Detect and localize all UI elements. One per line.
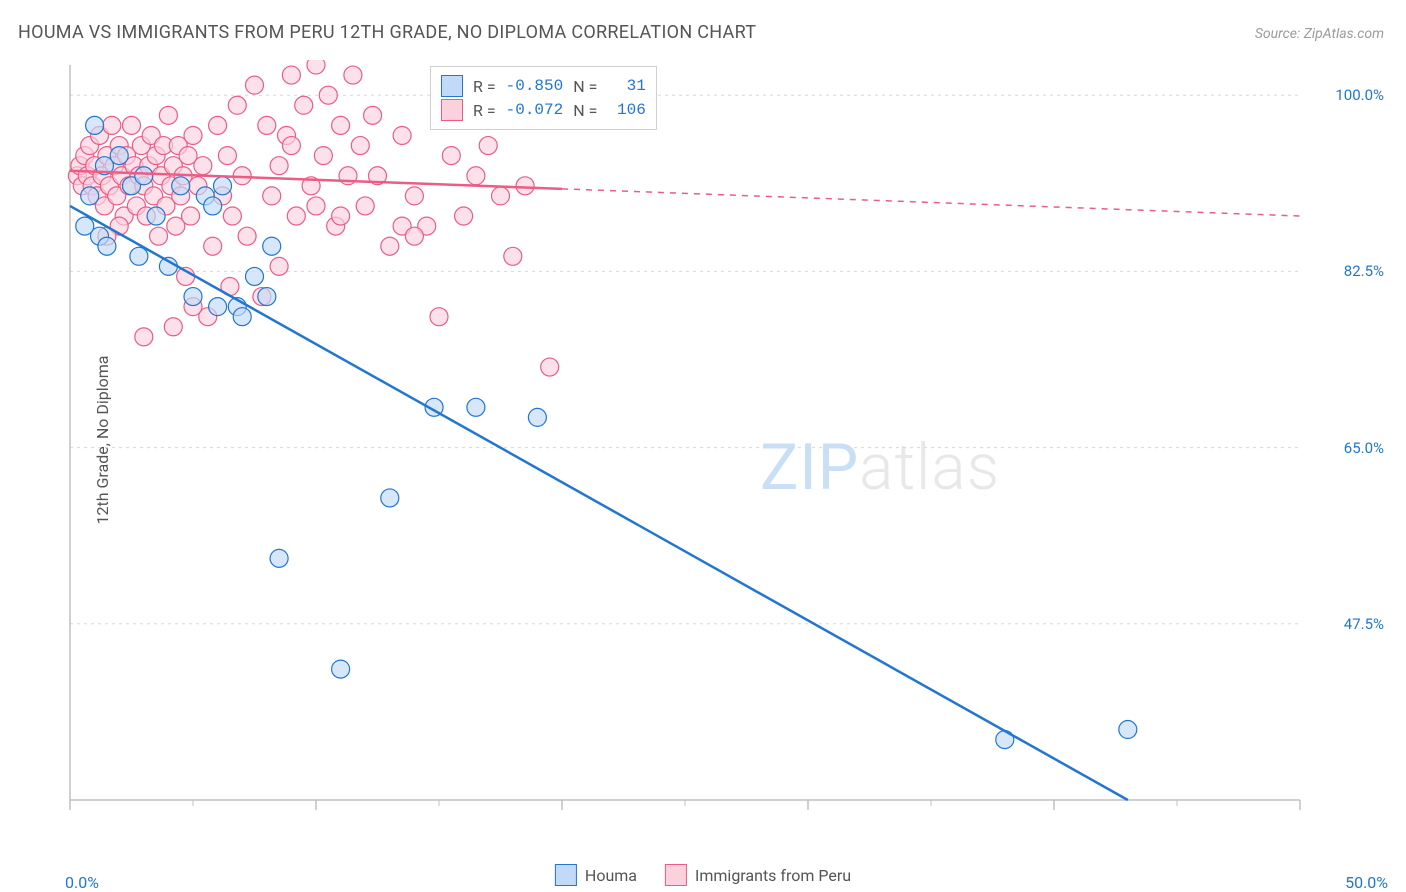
series-legend: Houma Immigrants from Peru <box>555 864 851 886</box>
x-axis-min-label: 0.0% <box>65 873 99 892</box>
legend-item-peru: Immigrants from Peru <box>665 864 851 886</box>
stats-legend: R = -0.850 N = 31 R = -0.072 N = 106 <box>430 66 657 130</box>
x-axis-max-label: 50.0% <box>1345 873 1388 892</box>
swatch-peru <box>441 99 463 121</box>
stats-row-houma: R = -0.850 N = 31 <box>441 75 646 97</box>
y-tick: 65.0% <box>1344 439 1384 457</box>
stats-row-peru: R = -0.072 N = 106 <box>441 99 646 121</box>
y-tick: 82.5% <box>1344 262 1384 280</box>
chart-title: HOUMA VS IMMIGRANTS FROM PERU 12TH GRADE… <box>18 22 756 43</box>
swatch-peru <box>665 864 687 886</box>
swatch-houma <box>555 864 577 886</box>
y-tick: 100.0% <box>1335 86 1384 104</box>
source-attribution: Source: ZipAtlas.com <box>1255 26 1384 42</box>
legend-item-houma: Houma <box>555 864 637 886</box>
swatch-houma <box>441 75 463 97</box>
y-tick: 47.5% <box>1344 615 1384 633</box>
scatter-plot <box>60 60 1380 850</box>
